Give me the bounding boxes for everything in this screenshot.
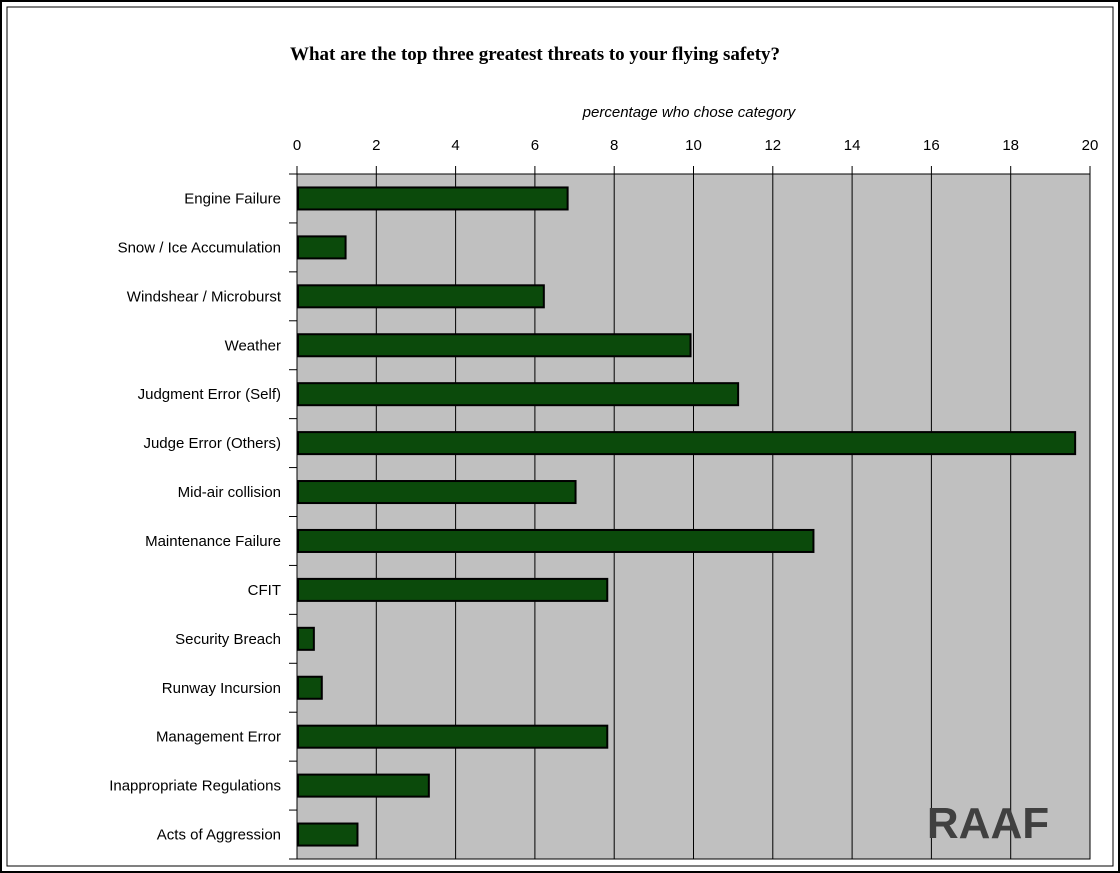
category-label: Security Breach (175, 631, 281, 648)
bar (297, 773, 430, 798)
category-labels: Engine Failure Snow / Ice Accumulation Win… (109, 190, 282, 843)
chart-title: What are the top three greatest threats … (290, 44, 780, 65)
bar (297, 577, 609, 602)
category-label: Judgment Error (Self) (138, 386, 281, 403)
x-tick-label: 20 (1082, 137, 1099, 154)
category-label: Weather (225, 337, 281, 354)
category-label: Judge Error (Others) (143, 435, 281, 452)
category-label: Inappropriate Regulations (109, 778, 281, 795)
x-axis-ticks: 0 2 4 6 8 10 12 14 16 18 20 (293, 137, 1099, 174)
x-tick-label: 18 (1002, 137, 1019, 154)
category-label: Engine Failure (184, 190, 281, 207)
bar (297, 186, 569, 211)
category-label: Windshear / Microburst (127, 288, 282, 305)
category-label: Maintenance Failure (145, 533, 281, 550)
x-axis-title: percentage who chose category (582, 104, 797, 121)
category-label: Mid-air collision (178, 484, 281, 501)
bar (297, 724, 609, 749)
bar (297, 675, 323, 700)
x-tick-label: 0 (293, 137, 301, 154)
category-label: Runway Incursion (162, 680, 281, 697)
x-tick-label: 2 (372, 137, 380, 154)
raaf-watermark: RAAF (927, 799, 1049, 848)
bar (297, 822, 359, 847)
x-tick-label: 4 (451, 137, 459, 154)
x-tick-label: 10 (685, 137, 702, 154)
category-label: CFIT (248, 582, 281, 599)
bar (297, 431, 1077, 456)
bar (297, 382, 740, 407)
category-label: Management Error (156, 729, 281, 746)
bar (297, 284, 545, 309)
bars (297, 186, 1077, 847)
bar (297, 626, 315, 651)
category-label: Snow / Ice Accumulation (118, 239, 281, 256)
x-tick-label: 12 (764, 137, 781, 154)
bar (297, 333, 692, 358)
x-tick-label: 14 (844, 137, 861, 154)
y-axis-ticks (289, 173, 297, 860)
bar (297, 528, 815, 553)
category-label: Acts of Aggression (157, 827, 281, 844)
x-tick-label: 8 (610, 137, 618, 154)
bar (297, 235, 347, 260)
inner-border (6, 6, 1114, 867)
x-tick-label: 6 (531, 137, 539, 154)
x-tick-label: 16 (923, 137, 940, 154)
bar (297, 480, 577, 505)
